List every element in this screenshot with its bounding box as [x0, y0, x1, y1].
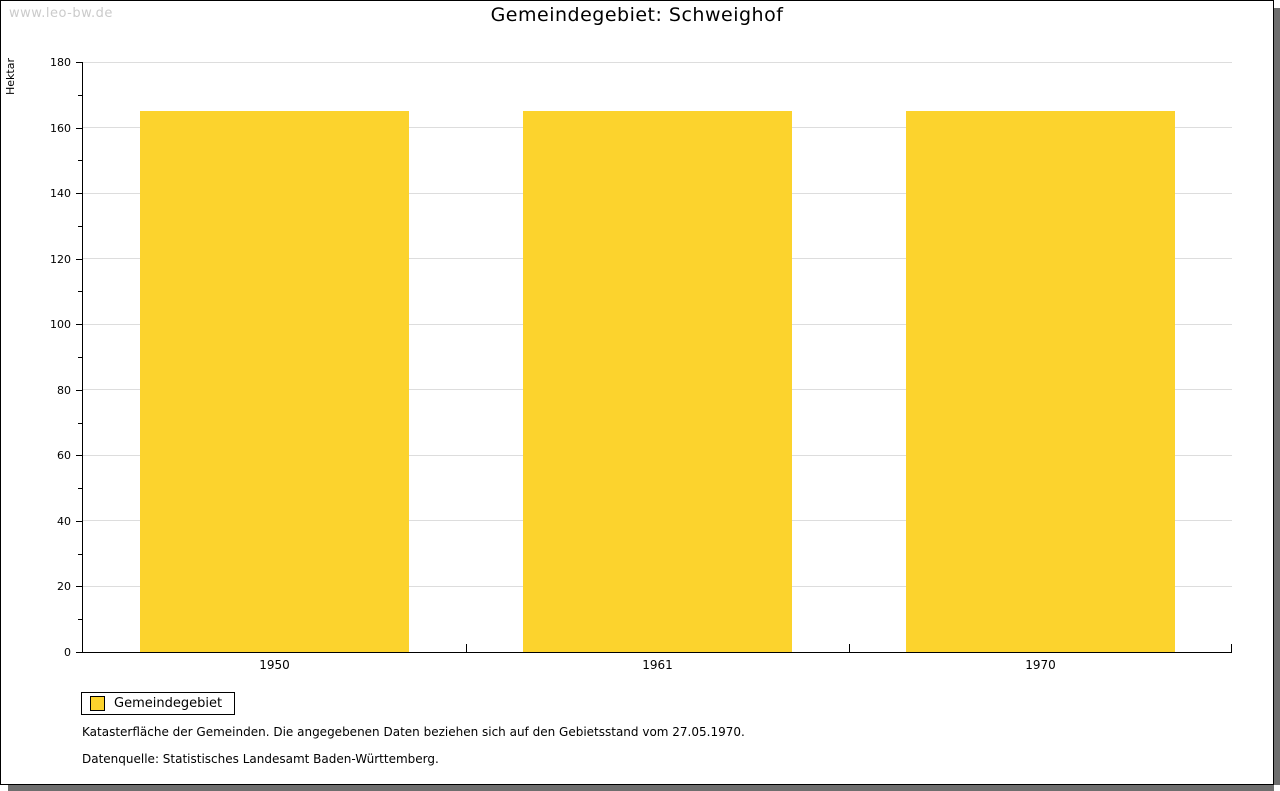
- y-tick-minor-30: [78, 553, 83, 555]
- bar-1961: [523, 111, 792, 652]
- x-tick-label-1961: 1961: [642, 658, 673, 672]
- y-tick-minor-50: [78, 488, 83, 490]
- x-axis-tick-2: [849, 644, 850, 652]
- plot-area: 0 20 40 60 80 100 120 140 160 180 1950 1961 1970: [50, 56, 1232, 672]
- legend-swatch-icon: [90, 696, 105, 711]
- y-tick-label-0: 0: [64, 646, 71, 659]
- x-axis-tick-3: [1231, 644, 1232, 652]
- y-tick-label-140: 140: [50, 187, 71, 201]
- watermark: www.leo-bw.de: [9, 6, 113, 21]
- y-tick-major-40: [76, 520, 83, 522]
- bar-1950: [140, 111, 409, 652]
- y-tick-minor-110: [78, 291, 83, 293]
- y-tick-label-20: 20: [57, 580, 71, 594]
- y-tick-major-120: [76, 258, 83, 260]
- y-tick-minor-130: [78, 225, 83, 227]
- y-tick-major-60: [76, 455, 83, 457]
- x-tick-label-1950: 1950: [259, 658, 290, 672]
- y-tick-label-80: 80: [57, 383, 71, 397]
- frame-shadow-bottom: [8, 785, 1274, 791]
- y-tick-minor-10: [78, 619, 83, 621]
- y-tick-major-140: [76, 193, 83, 195]
- chart-title: Gemeindegebiet: Schweighof: [490, 4, 784, 26]
- y-tick-minor-150: [78, 160, 83, 162]
- gridline-180: [83, 61, 1232, 63]
- y-tick-minor-70: [78, 422, 83, 424]
- y-tick-label-120: 120: [50, 252, 71, 266]
- y-tick-major-160: [76, 127, 83, 129]
- y-tick-label-40: 40: [57, 514, 71, 528]
- legend-label: Gemeindegebiet: [114, 696, 223, 711]
- y-tick-major-180: [76, 62, 83, 63]
- y-tick-minor-90: [78, 357, 83, 358]
- legend: Gemeindegebiet: [81, 692, 236, 715]
- x-tick-label-1970: 1970: [1025, 658, 1056, 672]
- y-tick-major-20: [76, 586, 83, 588]
- footnote-data-source: Datenquelle: Statistisches Landesamt Bad…: [82, 752, 439, 766]
- y-tick-minor-170: [78, 94, 83, 96]
- y-tick-major-80: [76, 389, 83, 391]
- x-axis-tick-1: [466, 644, 467, 652]
- bar-1970: [906, 111, 1175, 652]
- y-tick-major-100: [76, 324, 83, 326]
- y-tick-label-160: 160: [50, 121, 71, 135]
- frame-shadow-right: [1274, 8, 1280, 785]
- footnote-source-note: Katasterfläche der Gemeinden. Die angege…: [82, 725, 745, 739]
- y-tick-major-0: [76, 652, 83, 653]
- y-tick-label-60: 60: [57, 449, 71, 463]
- y-tick-label-100: 100: [50, 318, 71, 332]
- y-axis-title: Hektar: [4, 58, 17, 95]
- y-tick-label-180: 180: [50, 56, 71, 69]
